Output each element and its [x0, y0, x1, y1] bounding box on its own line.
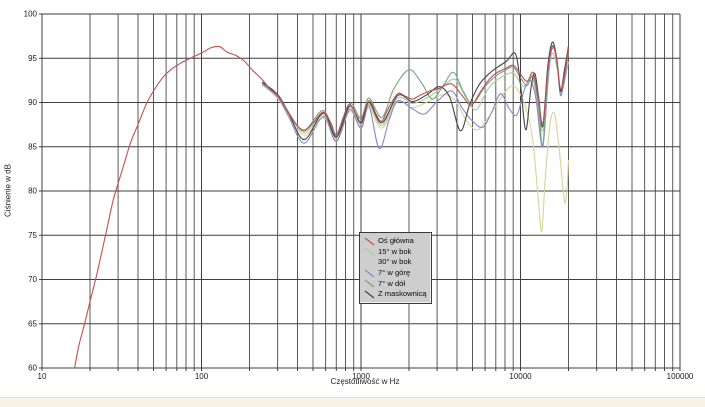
footer-strip	[0, 397, 705, 407]
y-tick-label: 95	[28, 54, 37, 63]
series-Oś główna	[74, 44, 570, 369]
x-tick-label: 100000	[667, 372, 694, 381]
legend-item: 7° w dół	[364, 278, 427, 289]
x-axis-title: Częstotliwość w Hz	[330, 377, 400, 386]
y-tick-label: 80	[28, 187, 37, 196]
legend-line-icon	[364, 290, 375, 299]
y-tick-label: 100	[24, 10, 38, 19]
legend-item: 15° w bok	[364, 247, 427, 258]
legend-label: Oś główna	[378, 236, 414, 246]
legend-label: 7° w górę	[378, 268, 411, 278]
x-tick-label: 100	[195, 372, 209, 381]
legend-line-icon	[364, 269, 375, 278]
legend-item: 30° w bok	[364, 257, 427, 268]
legend-label: 30° w bok	[378, 257, 412, 267]
legend-label: 7° w dół	[378, 278, 406, 288]
y-tick-label: 70	[28, 275, 37, 284]
y-tick-label: 75	[28, 231, 37, 240]
legend-item: Oś główna	[364, 236, 427, 247]
x-tick-label: 10	[38, 372, 47, 381]
y-tick-label: 65	[28, 319, 37, 328]
x-tick-label: 1000	[352, 372, 370, 381]
frequency-response-chart: 100 95 90 85 80 75 70 65 60 10 100 1000 10000 100000 …	[3, 9, 694, 386]
legend: Oś główna 15° w bok 30° w bok 7° w górę 7° w…	[359, 232, 432, 304]
y-axis-title: Ciśnienie w dB	[3, 164, 13, 217]
y-tick-label: 85	[28, 142, 37, 151]
legend-line-icon	[364, 279, 375, 288]
legend-line-icon	[364, 247, 375, 256]
y-tick-label: 90	[28, 98, 37, 107]
legend-line-icon	[364, 237, 375, 246]
legend-label: Z maskownicą	[378, 289, 427, 299]
y-tick-label: 60	[28, 364, 37, 373]
x-tick-label: 10000	[509, 372, 532, 381]
legend-label: 15° w bok	[378, 246, 412, 256]
legend-item: Z maskownicą	[364, 289, 427, 300]
legend-line-icon	[364, 258, 375, 267]
series-Z maskownicą	[261, 41, 570, 141]
legend-item: 7° w górę	[364, 268, 427, 279]
